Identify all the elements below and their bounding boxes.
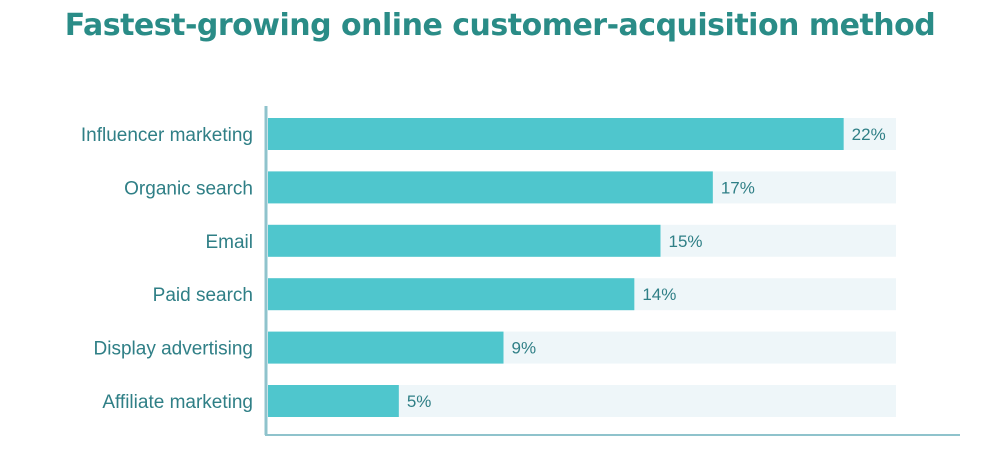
value-label-organic-search: 17% bbox=[721, 178, 755, 197]
category-label-influencer-marketing: Influencer marketing bbox=[81, 125, 253, 146]
value-labels: 22% 17% 15% 14% 9% 5% bbox=[407, 125, 886, 411]
category-label-email: Email bbox=[205, 232, 253, 253]
bar-influencer-marketing bbox=[268, 118, 844, 150]
value-label-influencer-marketing: 22% bbox=[852, 125, 886, 144]
category-label-paid-search: Paid search bbox=[153, 285, 253, 306]
category-label-display-advertising: Display advertising bbox=[94, 339, 253, 360]
bar-tracks bbox=[268, 118, 896, 417]
bar-display-advertising bbox=[268, 331, 504, 364]
chart-title: Fastest-growing online customer-acquisit… bbox=[64, 8, 936, 43]
category-labels: Influencer marketing Organic search Email P… bbox=[81, 125, 253, 413]
value-label-display-advertising: 9% bbox=[512, 339, 537, 358]
value-label-email: 15% bbox=[669, 232, 703, 251]
bar-organic-search bbox=[268, 171, 713, 204]
value-label-paid-search: 14% bbox=[642, 285, 676, 304]
bar-email bbox=[268, 224, 661, 257]
bar-paid-search bbox=[268, 278, 635, 311]
category-label-affiliate-marketing: Affiliate marketing bbox=[102, 392, 253, 413]
category-label-organic-search: Organic search bbox=[124, 178, 253, 199]
value-label-affiliate-marketing: 5% bbox=[407, 392, 432, 411]
bar-affiliate-marketing bbox=[268, 385, 399, 417]
bars bbox=[268, 118, 844, 417]
